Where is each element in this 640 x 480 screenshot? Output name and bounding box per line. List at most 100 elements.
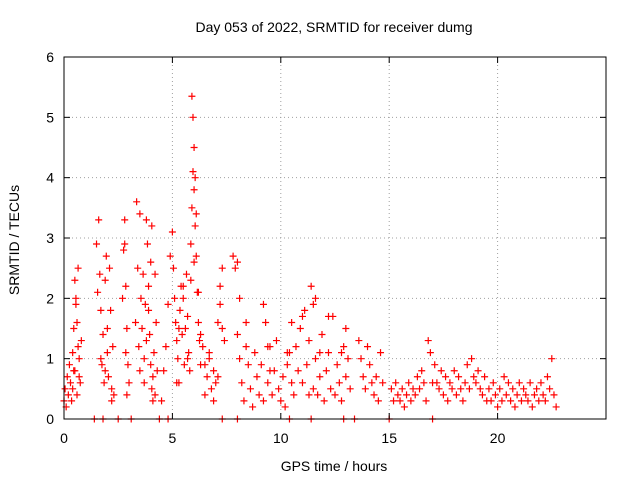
data-point (212, 379, 220, 387)
data-point (264, 379, 272, 387)
data-point (294, 367, 302, 375)
data-point (197, 331, 205, 339)
data-point (141, 300, 149, 308)
data-point (541, 397, 549, 405)
data-point (511, 403, 519, 411)
data-point (459, 397, 467, 405)
data-point (205, 349, 213, 357)
data-point (361, 385, 369, 393)
data-point (513, 391, 521, 399)
data-point (342, 325, 350, 332)
data-point (147, 361, 155, 369)
data-point (370, 391, 378, 399)
data-point (72, 294, 80, 302)
data-point (316, 349, 324, 357)
data-point (468, 355, 476, 363)
data-point (257, 361, 265, 369)
data-point (236, 294, 244, 302)
x-tick-label: 20 (490, 430, 506, 446)
data-point (207, 385, 215, 393)
data-point (68, 397, 76, 405)
data-point (142, 216, 150, 224)
data-point (77, 337, 85, 345)
data-point (253, 373, 261, 381)
data-point (101, 367, 109, 375)
data-point (188, 204, 196, 212)
data-point (134, 264, 142, 272)
data-point (342, 373, 350, 381)
data-point (320, 397, 328, 405)
data-point (498, 397, 506, 405)
data-point (288, 379, 296, 387)
x-tick-label: 15 (381, 430, 397, 446)
data-point (71, 276, 79, 284)
data-point (108, 385, 116, 393)
data-point (153, 367, 161, 375)
data-point (335, 379, 343, 387)
data-point (63, 373, 71, 381)
data-point (301, 306, 309, 314)
data-point (180, 361, 188, 369)
data-point (272, 337, 280, 345)
data-point (104, 373, 112, 381)
data-point (435, 385, 443, 393)
data-point (151, 391, 159, 399)
data-point (249, 403, 257, 411)
data-point (374, 397, 382, 405)
data-point (496, 385, 504, 393)
data-point (424, 337, 432, 345)
data-point (520, 385, 528, 393)
data-point (218, 264, 226, 272)
data-point (507, 397, 515, 405)
data-point (171, 294, 179, 302)
data-point (240, 397, 248, 405)
data-point (526, 379, 534, 387)
data-point (149, 373, 157, 381)
data-point (314, 391, 322, 399)
data-point (275, 385, 283, 393)
data-point (95, 216, 103, 224)
data-point (457, 385, 465, 393)
data-point (303, 361, 311, 369)
data-point (311, 355, 319, 363)
data-point (133, 198, 141, 206)
data-point (174, 355, 182, 363)
data-point (489, 379, 497, 387)
data-point (214, 318, 222, 326)
data-point (108, 397, 116, 405)
data-point (139, 270, 147, 278)
data-point (504, 379, 512, 387)
data-point (149, 397, 157, 405)
data-point (179, 282, 187, 290)
data-point (416, 385, 424, 393)
data-point (309, 300, 317, 308)
data-point (181, 325, 189, 332)
data-point (74, 343, 82, 351)
data-point (125, 379, 133, 387)
data-point (418, 367, 426, 375)
data-point (97, 306, 105, 314)
data-point (372, 373, 380, 381)
data-point (203, 373, 211, 381)
data-point (448, 385, 456, 393)
data-point (99, 331, 107, 339)
data-point (187, 276, 195, 284)
data-point (106, 264, 114, 272)
data-point (102, 252, 110, 260)
data-point (409, 385, 417, 393)
data-point (255, 391, 263, 399)
data-point (290, 391, 298, 399)
data-point (550, 391, 558, 399)
data-point (392, 379, 400, 387)
data-point (446, 379, 454, 387)
data-point (145, 282, 153, 290)
data-point (176, 306, 184, 314)
data-point (461, 379, 469, 387)
data-point (403, 391, 411, 399)
data-point (142, 337, 150, 345)
data-point (444, 397, 452, 405)
data-point (394, 391, 402, 399)
data-point (124, 361, 132, 369)
data-point (288, 318, 296, 326)
